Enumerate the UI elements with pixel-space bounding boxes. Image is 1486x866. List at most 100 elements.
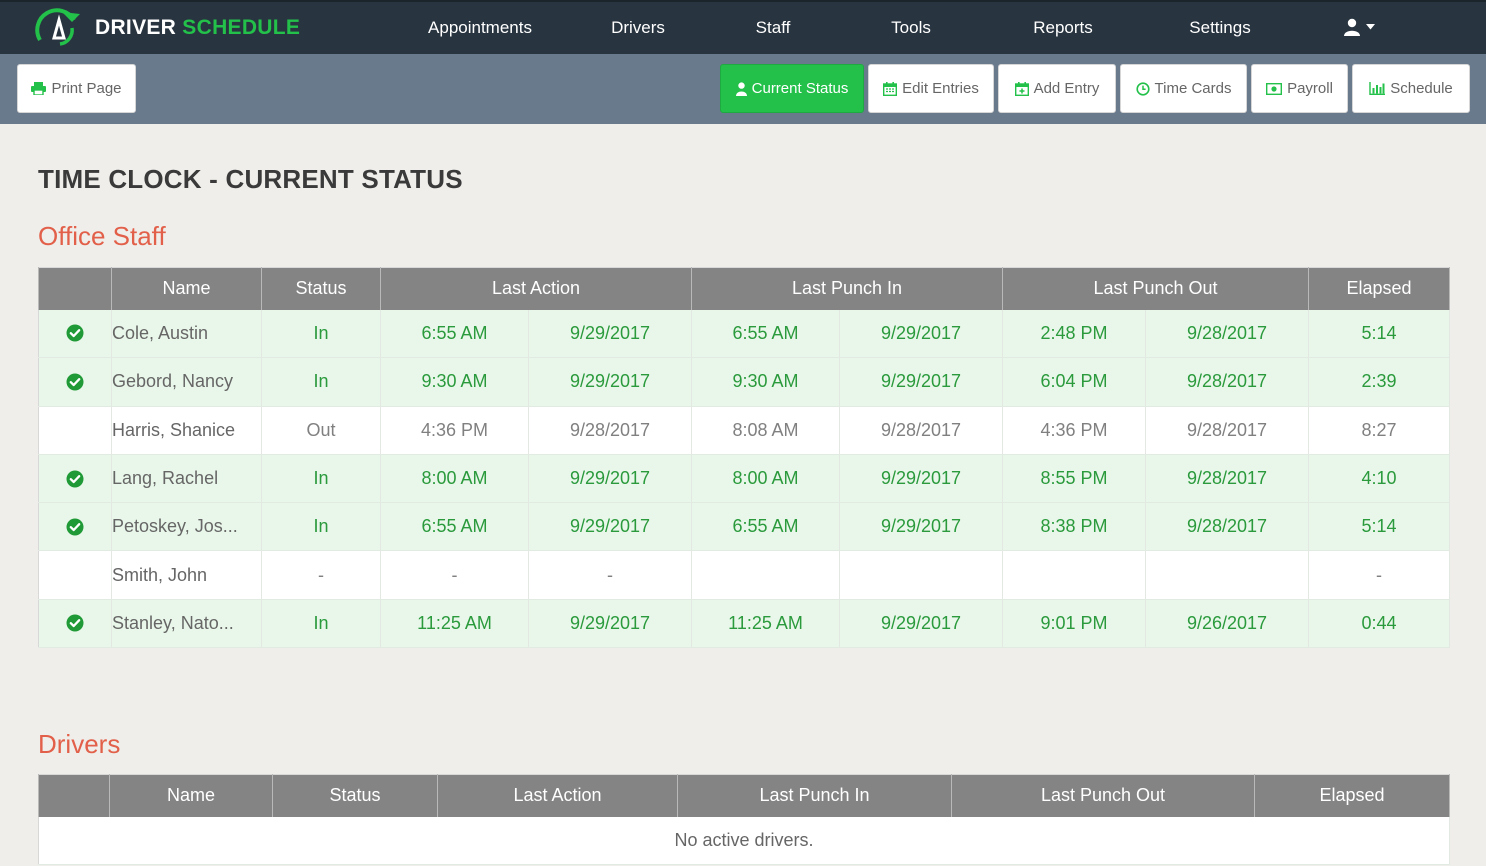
column-header-last-punch-in[interactable]: Last Punch In [677, 774, 952, 817]
toolbar: Print Page Current Status Edit Entries A… [0, 54, 1486, 124]
name-cell[interactable]: Gebord, Nancy [111, 357, 262, 407]
check-circle-icon [39, 470, 111, 488]
nav-settings[interactable]: Settings [1189, 18, 1251, 37]
table-row[interactable]: Stanley, Nato... In 11:25 AM 9/29/2017 11:25… [38, 599, 1451, 649]
status-check-cell [38, 454, 112, 504]
payroll-button[interactable]: Payroll [1251, 64, 1348, 113]
nav-appointments[interactable]: Appointments [428, 18, 532, 37]
elapsed-cell: 2:39 [1308, 357, 1451, 407]
status-check-cell [38, 599, 112, 649]
punch-in-time: 9:30 AM [691, 357, 840, 407]
column-header-last-action[interactable]: Last Action [380, 267, 692, 310]
column-header-last-action[interactable]: Last Action [437, 774, 678, 817]
nav-staff[interactable]: Staff [755, 18, 791, 37]
money-icon [1266, 82, 1283, 95]
status-cell: In [261, 309, 381, 359]
last-action-time: - [380, 550, 529, 600]
payroll-label: Payroll [1287, 80, 1333, 97]
name-cell[interactable]: Stanley, Nato... [111, 599, 262, 649]
office-staff-heading: Office Staff [38, 221, 166, 251]
last-action-time: 11:25 AM [380, 599, 529, 649]
elapsed-cell: 5:14 [1308, 309, 1451, 359]
last-action-time: 8:00 AM [380, 454, 529, 504]
user-menu[interactable] [1344, 18, 1375, 36]
column-header-name[interactable]: Name [111, 267, 262, 310]
empty-row: No active drivers. [38, 816, 1450, 866]
edit-entries-button[interactable]: Edit Entries [868, 64, 994, 113]
table-row[interactable]: Harris, Shanice Out 4:36 PM 9/28/2017 8:08 A… [38, 406, 1451, 455]
column-header-elapsed[interactable]: Elapsed [1308, 267, 1451, 310]
schedule-button[interactable]: Schedule [1352, 64, 1470, 113]
print-icon [31, 82, 47, 95]
last-action-date: 9/29/2017 [528, 454, 692, 504]
nav-drivers[interactable]: Drivers [611, 18, 665, 37]
column-header-last-punch-out[interactable]: Last Punch Out [1002, 267, 1310, 310]
punch-out-time [1002, 550, 1147, 600]
elapsed-cell: 0:44 [1308, 599, 1451, 649]
punch-out-time: 4:36 PM [1002, 406, 1147, 455]
check-circle-icon [39, 324, 111, 342]
office-table-header: Name Status Last Action Last Punch In La… [38, 267, 1451, 310]
add-entry-label: Add Entry [1033, 80, 1100, 97]
brand-logo[interactable]: DRIVER SCHEDULE [34, 8, 300, 48]
steering-wheel-logo-icon [35, 8, 80, 46]
top-navbar: DRIVER SCHEDULE Appointments Drivers Sta… [0, 0, 1486, 54]
edit-entries-label: Edit Entries [902, 80, 979, 97]
user-icon [1344, 18, 1360, 36]
office-staff-table: Name Status Last Action Last Punch In La… [38, 267, 1451, 649]
column-header-status[interactable]: Status [272, 774, 438, 817]
last-action-time: 4:36 PM [380, 406, 529, 455]
schedule-label: Schedule [1390, 80, 1453, 97]
punch-out-time: 8:55 PM [1002, 454, 1147, 504]
status-cell: In [261, 599, 381, 649]
last-action-date: 9/28/2017 [528, 406, 692, 455]
name-cell[interactable]: Petoskey, Jos... [111, 502, 262, 552]
column-header-elapsed[interactable]: Elapsed [1254, 774, 1450, 817]
last-action-date: - [528, 550, 692, 600]
name-cell[interactable]: Cole, Austin [111, 309, 262, 359]
punch-out-time: 2:48 PM [1002, 309, 1147, 359]
table-row[interactable]: Petoskey, Jos... In 6:55 AM 9/29/2017 6:55 A… [38, 502, 1451, 552]
check-circle-icon [39, 518, 111, 536]
name-cell[interactable]: Harris, Shanice [111, 406, 262, 455]
add-entry-button[interactable]: Add Entry [998, 64, 1116, 113]
last-action-date: 9/29/2017 [528, 599, 692, 649]
column-header-name[interactable]: Name [109, 774, 273, 817]
table-row[interactable]: Lang, Rachel In 8:00 AM 9/29/2017 8:00 AM 9/2… [38, 454, 1451, 504]
current-status-button[interactable]: Current Status [720, 64, 864, 113]
last-action-time: 6:55 AM [380, 309, 529, 359]
punch-in-date: 9/29/2017 [839, 502, 1004, 552]
column-header-last-punch-out[interactable]: Last Punch Out [951, 774, 1255, 817]
punch-in-time: 6:55 AM [691, 502, 840, 552]
bar-chart-icon [1369, 82, 1386, 95]
nav-tools[interactable]: Tools [891, 18, 931, 37]
drivers-table: Name Status Last Action Last Punch In La… [38, 774, 1450, 866]
elapsed-cell: 5:14 [1308, 502, 1451, 552]
punch-in-time: 8:08 AM [691, 406, 840, 455]
punch-out-time: 6:04 PM [1002, 357, 1147, 407]
column-header-status[interactable]: Status [261, 267, 381, 310]
punch-out-time: 9:01 PM [1002, 599, 1147, 649]
table-row[interactable]: Smith, John - - - - [38, 550, 1451, 600]
status-check-cell [38, 357, 112, 407]
elapsed-cell: 4:10 [1308, 454, 1451, 504]
user-icon [735, 81, 747, 96]
status-cell: In [261, 357, 381, 407]
punch-in-time: 11:25 AM [691, 599, 840, 649]
calendar-plus-icon [1014, 81, 1029, 96]
status-check-cell [38, 406, 112, 455]
table-row[interactable]: Gebord, Nancy In 9:30 AM 9/29/2017 9:30 AM 9/… [38, 357, 1451, 407]
punch-in-date [839, 550, 1004, 600]
table-row[interactable]: Cole, Austin In 6:55 AM 9/29/2017 6:55 AM 9/2… [38, 309, 1451, 359]
column-header-last-punch-in[interactable]: Last Punch In [690, 267, 1004, 310]
elapsed-cell: 8:27 [1308, 406, 1451, 455]
no-active-drivers-message: No active drivers. [38, 816, 1450, 866]
time-cards-button[interactable]: Time Cards [1120, 64, 1247, 113]
last-action-date: 9/29/2017 [528, 357, 692, 407]
punch-out-date: 9/28/2017 [1145, 357, 1310, 407]
print-page-button[interactable]: Print Page [17, 64, 136, 113]
name-cell[interactable]: Smith, John [111, 550, 262, 600]
nav-reports[interactable]: Reports [1033, 18, 1093, 37]
name-cell[interactable]: Lang, Rachel [111, 454, 262, 504]
clock-icon [1135, 81, 1150, 96]
